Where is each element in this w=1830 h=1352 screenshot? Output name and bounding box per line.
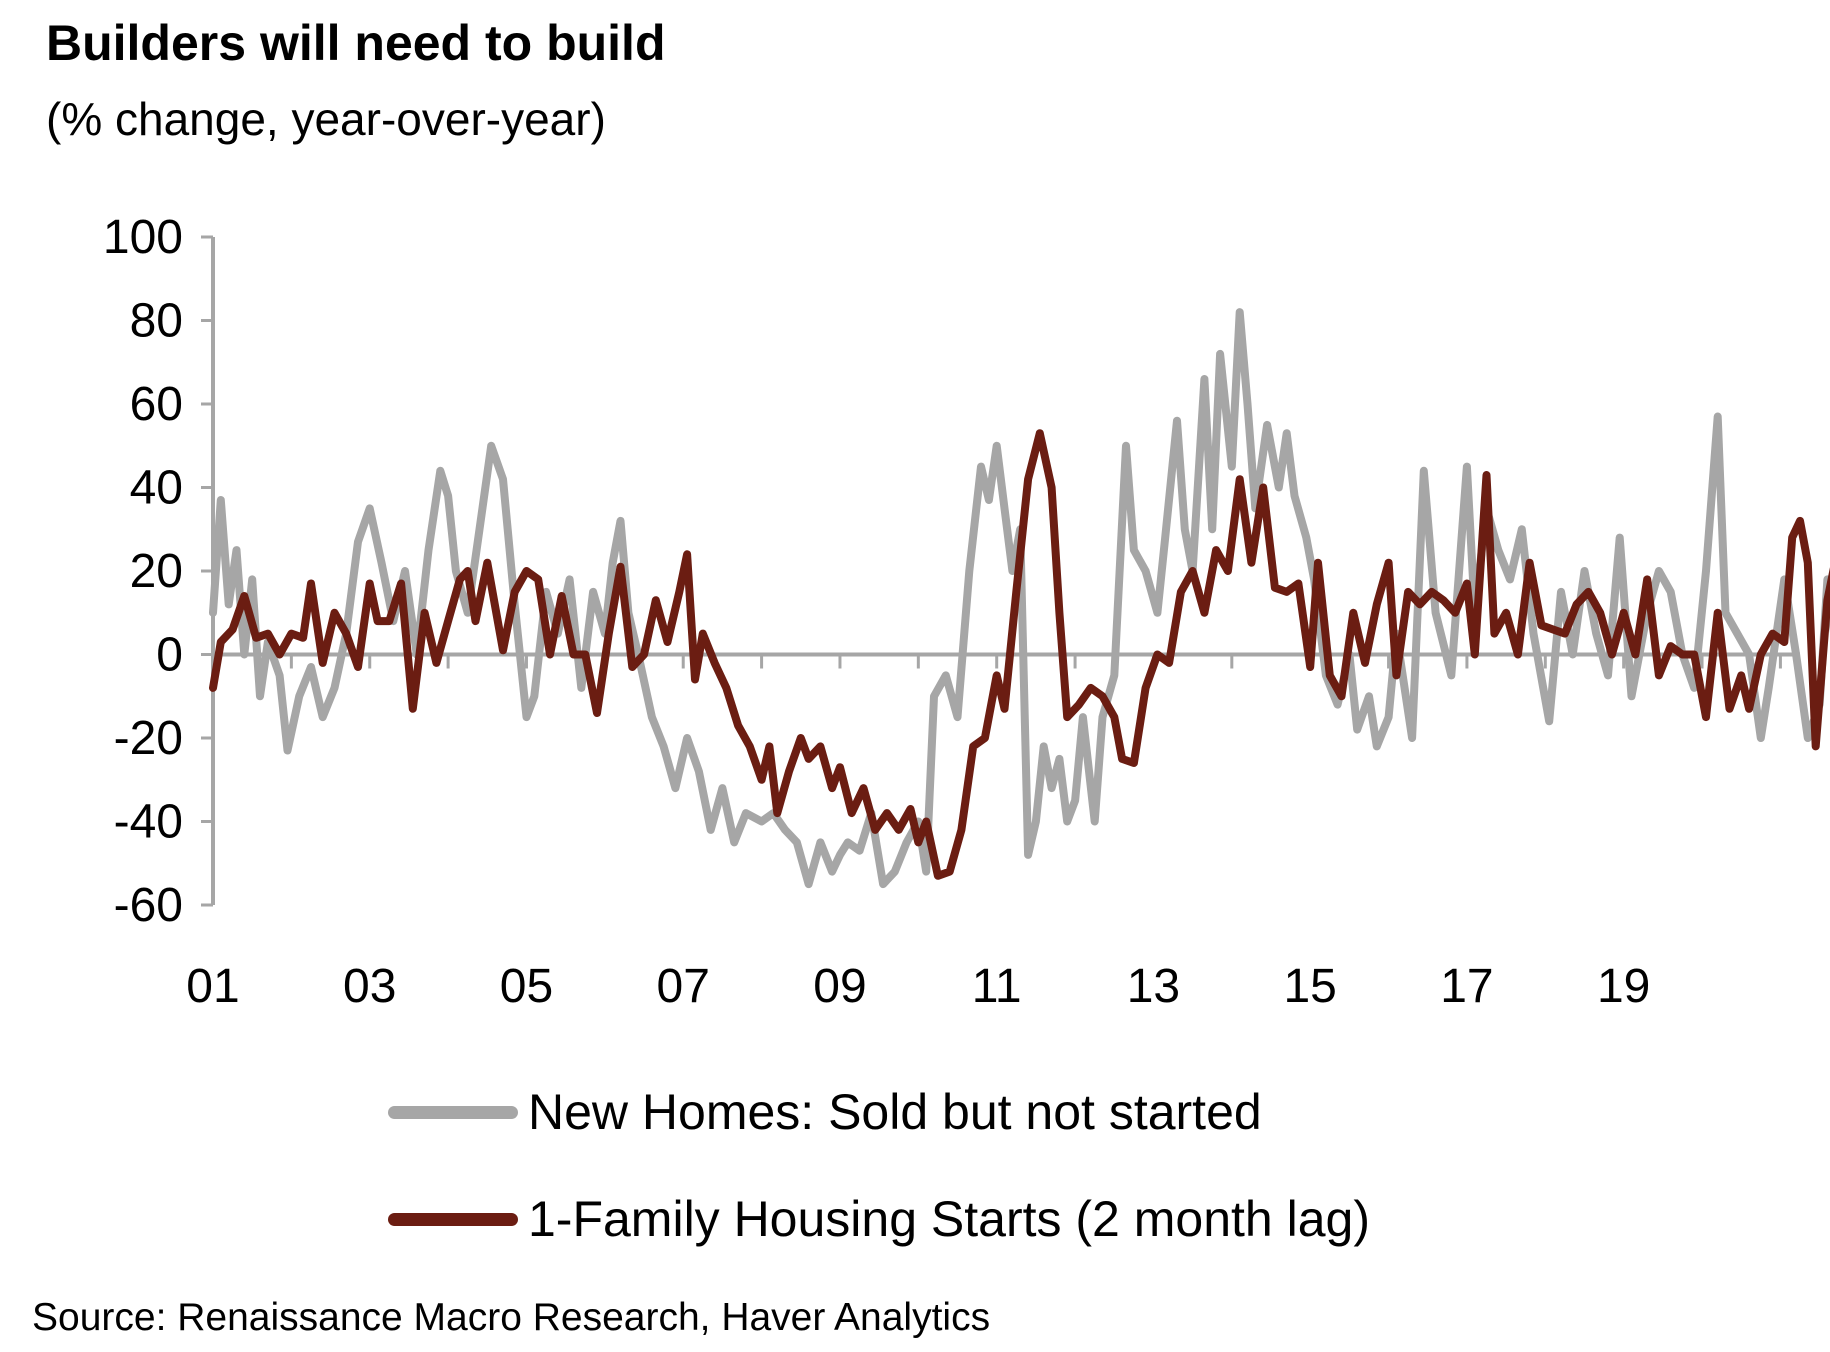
series-line-1 <box>209 429 1830 880</box>
y-tick-label: 100 <box>103 211 183 264</box>
y-tick-label: 60 <box>130 378 183 431</box>
x-tick-label: 07 <box>657 960 710 1013</box>
x-tick-label: 15 <box>1283 960 1336 1013</box>
y-tick-label: 20 <box>130 545 183 598</box>
legend-item-housing-starts: 1-Family Housing Starts (2 month lag) <box>388 1189 1370 1249</box>
x-tick-label: 01 <box>186 960 239 1013</box>
x-tick-label: 11 <box>972 960 1022 1013</box>
y-tick-label: -40 <box>114 796 183 849</box>
chart-subtitle: (% change, year-over-year) <box>46 93 606 145</box>
x-tick-label: 03 <box>343 960 396 1013</box>
y-tick-label: -60 <box>114 879 183 932</box>
x-tick-label: 05 <box>500 960 553 1013</box>
y-tick-label: -20 <box>114 712 183 765</box>
legend-swatch-new-homes <box>388 1105 518 1119</box>
y-tick-label: 0 <box>156 629 183 682</box>
series-layer <box>209 308 1830 889</box>
x-tick-label: 19 <box>1597 960 1650 1013</box>
x-tick-label: 13 <box>1127 960 1180 1013</box>
y-tick-label: 40 <box>130 462 183 515</box>
y-tick-label: 80 <box>130 295 183 348</box>
x-tick-label: 17 <box>1440 960 1493 1013</box>
legend-item-new-homes: New Homes: Sold but not started <box>388 1082 1262 1142</box>
x-tick-label: 09 <box>813 960 866 1013</box>
source-note: Source: Renaissance Macro Research, Have… <box>32 1296 991 1339</box>
chart-title: Builders will need to build <box>46 15 666 71</box>
legend-label-housing-starts: 1-Family Housing Starts (2 month lag) <box>528 1191 1370 1247</box>
legend-swatch-housing-starts <box>388 1212 518 1226</box>
legend-label-new-homes: New Homes: Sold but not started <box>528 1084 1262 1140</box>
